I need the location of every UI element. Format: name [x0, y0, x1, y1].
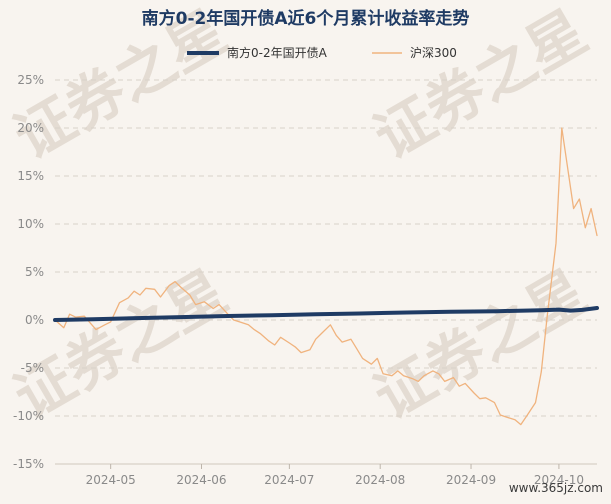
series-line-2	[54, 127, 598, 426]
x-tick-label: 2024-08	[355, 473, 405, 487]
x-tick-label: 2024-09	[446, 473, 496, 487]
legend-label-series-2: 沪深300	[410, 46, 457, 60]
y-axis: 25% 20% 15% 10% 5% 0% -5% -10% -15%	[13, 73, 44, 471]
watermark-text: 证券之星	[363, 257, 598, 432]
series-line-1	[53, 306, 599, 322]
chart-title: 南方0-2年国开债A近6个月累计收益率走势	[142, 8, 470, 29]
x-tick-label: 2024-06	[176, 473, 226, 487]
y-tick-label: 0%	[25, 313, 44, 327]
x-tick-label: 2024-07	[264, 473, 314, 487]
watermark-url: www.365jz.com	[509, 481, 603, 495]
y-tick-label: 25%	[17, 73, 44, 87]
x-axis: 2024-05 2024-06 2024-07 2024-08 2024-09 2024-…	[55, 463, 597, 487]
legend: 南方0-2年国开债A 沪深300	[187, 45, 457, 60]
x-tick-label: 2024-05	[86, 473, 136, 487]
watermark-text: 证券之星	[3, 257, 238, 432]
y-tick-label: 5%	[25, 265, 44, 279]
y-tick-label: -5%	[21, 361, 44, 375]
y-tick-label: -10%	[13, 409, 44, 423]
series-lines	[53, 127, 599, 426]
x-tick-label: 2024-10	[534, 473, 584, 487]
y-tick-label: 20%	[17, 121, 44, 135]
y-tick-label: -15%	[13, 457, 44, 471]
y-tick-label: 10%	[17, 217, 44, 231]
y-tick-label: 15%	[17, 169, 44, 183]
legend-label-series-1: 南方0-2年国开债A	[227, 45, 328, 60]
grid-lines	[55, 79, 597, 465]
